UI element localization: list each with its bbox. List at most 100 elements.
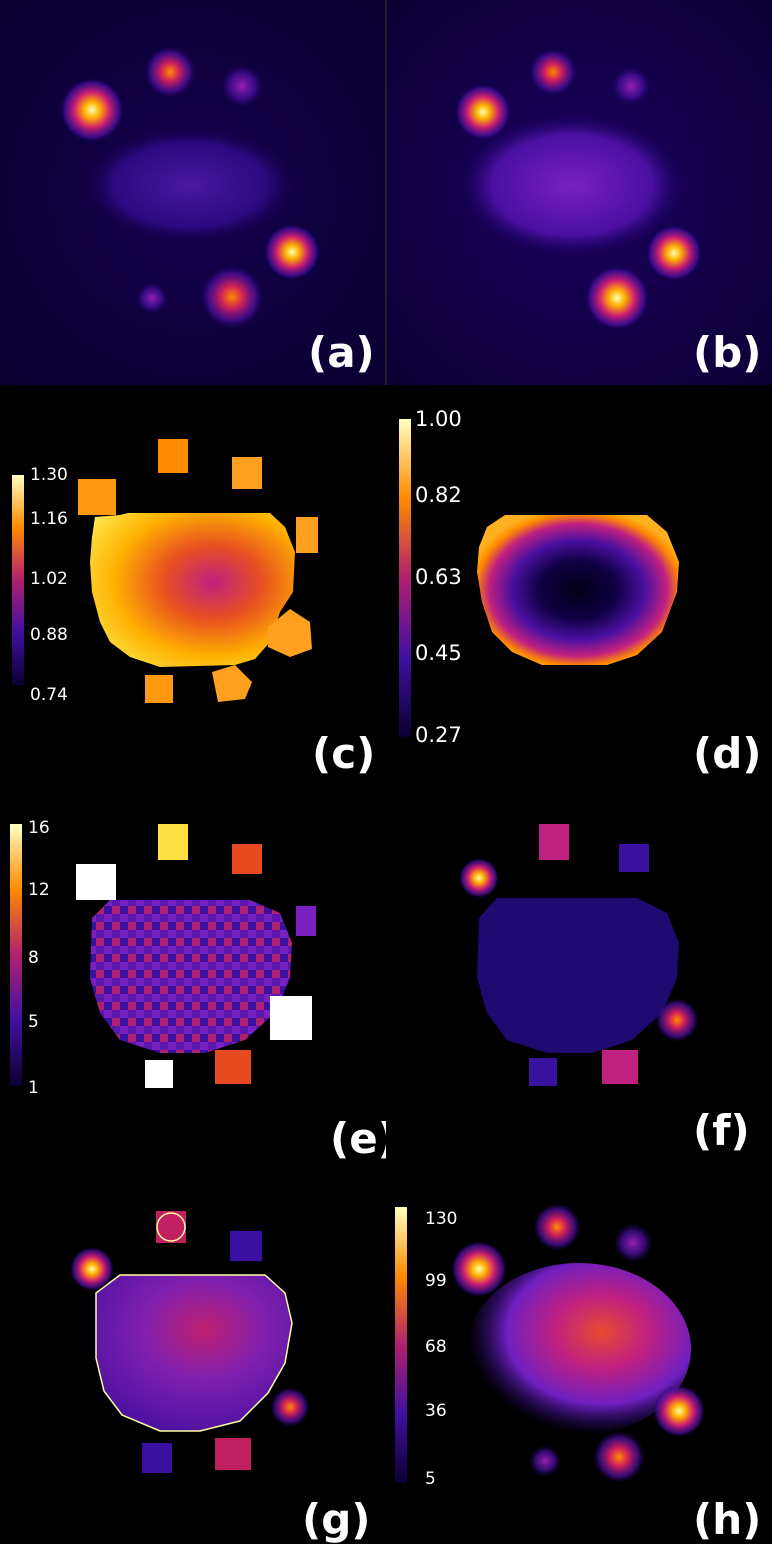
panel-g-spot xyxy=(70,1247,114,1291)
panel-h-image xyxy=(395,1203,705,1483)
panel-c-spot xyxy=(232,457,262,489)
panel-c-spot xyxy=(212,665,252,702)
panel-a-image xyxy=(0,0,385,385)
panel-g-spot xyxy=(215,1438,251,1470)
panel-e-spot xyxy=(296,906,316,936)
panel-a-spot xyxy=(220,64,264,108)
panel-e-spot xyxy=(76,864,116,900)
panel-f-spot xyxy=(619,844,649,872)
panel-label-e: (e) xyxy=(330,1114,386,1163)
panel-b-image xyxy=(387,0,772,385)
panel-a-spot xyxy=(136,282,168,314)
colorbar-h-tick: 99 xyxy=(425,1271,447,1291)
panel-h-colorbar xyxy=(395,1207,407,1483)
panel-g-spot xyxy=(142,1443,172,1473)
colorbar-d-tick: 0.27 xyxy=(415,723,462,747)
colorbar-h-tick: 130 xyxy=(425,1209,458,1229)
panel-a-spot xyxy=(144,46,196,98)
panel-h-spot xyxy=(451,1241,507,1297)
panel-b-spot xyxy=(611,66,651,106)
panel-c-colorbar xyxy=(12,475,24,685)
panel-e-spot xyxy=(145,1060,173,1088)
panel-f-spot xyxy=(655,998,699,1042)
panel-g-image xyxy=(70,1211,310,1473)
panel-c-spot xyxy=(158,439,188,473)
panel-b-spot xyxy=(585,266,649,330)
panel-e-spot xyxy=(215,1050,251,1084)
colorbar-e-tick: 16 xyxy=(28,818,50,838)
panel-f-central-body xyxy=(477,898,679,1053)
panel-b-spot xyxy=(455,84,511,140)
panel-g-central-body xyxy=(96,1275,292,1431)
panel-e-central-body xyxy=(90,900,292,1053)
panel-g-roi-outline xyxy=(95,1274,293,1432)
panel-f-spot xyxy=(602,1050,638,1084)
panel-e-image xyxy=(10,824,316,1088)
colorbar-e-tick: 5 xyxy=(28,1012,39,1032)
panel-h: 130 99 68 36 5 (h) xyxy=(387,1163,772,1544)
panel-c-spot xyxy=(145,675,173,703)
panel-h-central-body xyxy=(467,1263,691,1435)
colorbar-c-tick: 0.88 xyxy=(30,625,68,645)
colorbar-d-tick: 0.45 xyxy=(415,641,462,665)
panel-label-b: (b) xyxy=(693,328,762,377)
panel-a-central-body xyxy=(80,125,300,245)
panel-f-spot xyxy=(529,1058,557,1086)
colorbar-d-tick: 0.82 xyxy=(415,483,462,507)
colorbar-e-tick: 1 xyxy=(28,1078,39,1098)
panel-g-spot xyxy=(270,1387,310,1427)
colorbar-c-tick: 1.30 xyxy=(30,465,68,485)
panel-h-spot xyxy=(653,1385,705,1437)
panel-e-spot xyxy=(158,824,188,860)
panel-g-roi-circle xyxy=(156,1212,186,1242)
panel-d-image xyxy=(399,419,679,737)
panel-a-spot xyxy=(264,224,320,280)
colorbar-e-tick: 8 xyxy=(28,948,39,968)
panel-f-spot xyxy=(459,858,499,898)
panel-c-spot xyxy=(268,609,312,657)
panel-label-a: (a) xyxy=(308,328,375,377)
colorbar-h-tick: 5 xyxy=(425,1469,436,1489)
panel-e-spot xyxy=(232,844,262,874)
panel-d: 1.00 0.82 0.63 0.45 0.27 (d) xyxy=(387,387,772,777)
panel-c-spot xyxy=(78,479,116,515)
panel-h-spot xyxy=(529,1445,561,1477)
panel-f: (f) xyxy=(387,778,772,1163)
divider xyxy=(385,0,387,385)
panel-g: (g) xyxy=(0,1163,386,1544)
panel-h-spot xyxy=(613,1223,653,1263)
colorbar-c-tick: 1.16 xyxy=(30,509,68,529)
colorbar-h-tick: 36 xyxy=(425,1401,447,1421)
panel-f-spot xyxy=(539,824,569,860)
panel-e-colorbar xyxy=(10,824,22,1086)
panel-a: (a) xyxy=(0,0,385,385)
panel-c: 1.30 1.16 1.02 0.88 0.74 (c) xyxy=(0,387,386,777)
colorbar-c-tick: 0.74 xyxy=(30,685,68,705)
panel-a-spot xyxy=(60,78,124,142)
panel-b-spot xyxy=(529,48,577,96)
panel-b: (b) xyxy=(387,0,772,385)
panel-b-spot xyxy=(646,225,702,281)
colorbar-d-tick: 1.00 xyxy=(415,407,462,431)
panel-h-spot xyxy=(593,1431,645,1483)
panel-label-f: (f) xyxy=(693,1106,750,1155)
colorbar-d-tick: 0.63 xyxy=(415,565,462,589)
panel-d-colorbar xyxy=(399,419,411,737)
panel-e-spot xyxy=(270,996,312,1040)
panel-f-image xyxy=(459,824,699,1086)
panel-h-spot xyxy=(533,1203,581,1251)
panel-d-central-body xyxy=(477,515,679,665)
panel-label-h: (h) xyxy=(693,1495,762,1544)
panel-label-d: (d) xyxy=(693,729,762,777)
panel-g-spot xyxy=(230,1231,262,1261)
colorbar-h-tick: 68 xyxy=(425,1337,447,1357)
panel-label-c: (c) xyxy=(312,729,376,777)
panel-c-central-body xyxy=(90,513,295,667)
panel-e: 16 12 8 5 1 (e) xyxy=(0,778,386,1163)
colorbar-e-tick: 12 xyxy=(28,880,50,900)
panel-c-spot xyxy=(296,517,318,553)
panel-c-image xyxy=(12,439,318,703)
colorbar-c-tick: 1.02 xyxy=(30,569,68,589)
panel-g-spot xyxy=(156,1211,186,1243)
panel-a-spot xyxy=(200,265,264,329)
